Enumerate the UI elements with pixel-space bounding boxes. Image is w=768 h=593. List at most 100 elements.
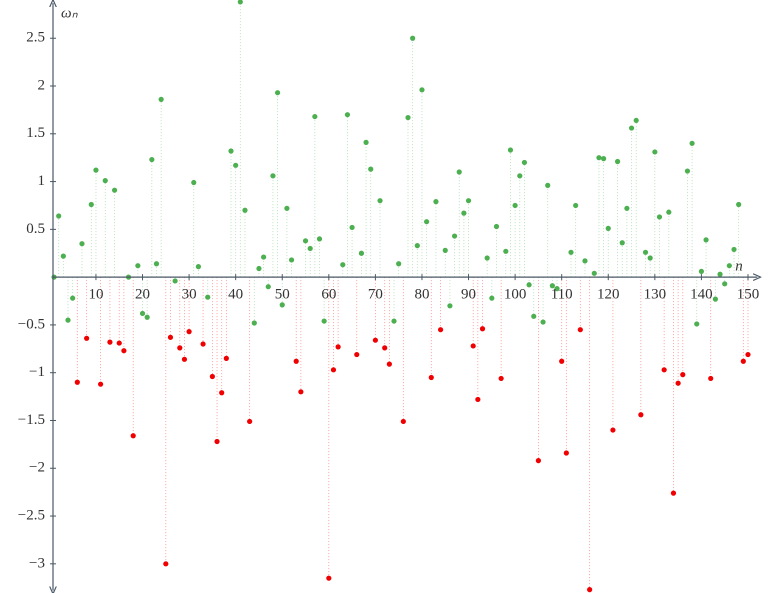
point xyxy=(503,248,509,254)
x-tick-label: 70 xyxy=(368,287,383,303)
point xyxy=(60,253,66,259)
x-tick-label: 60 xyxy=(321,287,336,303)
point xyxy=(279,302,285,308)
y-tick-label: 2.5 xyxy=(26,30,45,46)
point xyxy=(321,318,327,324)
point xyxy=(437,327,444,333)
point xyxy=(293,358,299,364)
point xyxy=(642,249,649,255)
point xyxy=(251,320,257,326)
point xyxy=(591,270,597,276)
point xyxy=(456,169,462,175)
point xyxy=(424,219,430,225)
point xyxy=(601,156,607,162)
x-tick-label: 20 xyxy=(135,287,150,303)
point xyxy=(470,343,476,349)
point xyxy=(98,381,104,387)
point xyxy=(531,313,537,319)
point xyxy=(549,283,555,289)
x-tick-label: 10 xyxy=(88,287,103,303)
point xyxy=(354,351,360,358)
x-tick-label: 140 xyxy=(690,287,713,303)
point xyxy=(139,310,146,317)
point xyxy=(242,207,248,213)
point xyxy=(647,255,653,261)
point xyxy=(153,261,160,267)
point xyxy=(731,246,737,253)
point xyxy=(489,295,495,301)
point xyxy=(587,587,593,593)
point xyxy=(414,243,420,249)
point xyxy=(624,205,630,211)
x-axis-label: n xyxy=(735,259,743,275)
point xyxy=(368,166,374,172)
x-tick-label: 90 xyxy=(461,287,476,303)
point xyxy=(158,96,164,102)
plot-area xyxy=(51,0,751,593)
point xyxy=(545,182,551,188)
point xyxy=(698,268,705,275)
y-tick-label: −2 xyxy=(29,460,45,476)
point xyxy=(726,263,732,269)
point xyxy=(666,209,672,215)
point xyxy=(684,168,691,174)
point xyxy=(177,345,183,351)
point xyxy=(596,155,602,161)
point xyxy=(200,341,206,347)
point xyxy=(442,247,448,253)
point xyxy=(670,490,677,496)
point xyxy=(65,317,71,323)
point xyxy=(605,225,611,231)
point xyxy=(652,149,658,155)
point xyxy=(573,202,579,209)
point xyxy=(433,199,439,205)
y-tick-label: −0.5 xyxy=(18,316,45,332)
point xyxy=(535,458,542,464)
point xyxy=(568,249,574,255)
point xyxy=(628,125,635,131)
y-tick-label: 0.5 xyxy=(26,221,45,237)
point xyxy=(358,250,365,256)
point xyxy=(111,187,118,193)
y-tick-label: 2 xyxy=(38,77,46,93)
point xyxy=(181,356,188,362)
point xyxy=(298,389,304,395)
point xyxy=(577,327,583,333)
point xyxy=(396,261,402,267)
point xyxy=(740,358,746,364)
point xyxy=(717,271,723,277)
point xyxy=(512,202,518,209)
y-axis-label: ωₙ xyxy=(61,5,79,21)
point xyxy=(191,179,197,186)
point xyxy=(107,339,113,345)
point xyxy=(554,286,560,292)
y-tick-label: 1.5 xyxy=(26,125,45,141)
point xyxy=(93,167,99,173)
y-tick-label: −1.5 xyxy=(18,412,45,428)
point xyxy=(461,210,467,216)
x-tick-label: 40 xyxy=(228,287,243,303)
point xyxy=(507,147,514,153)
point xyxy=(167,334,174,340)
point xyxy=(382,345,388,351)
point xyxy=(694,321,700,327)
point xyxy=(312,113,318,120)
point xyxy=(656,214,663,220)
point xyxy=(638,412,644,418)
point xyxy=(330,367,337,373)
point xyxy=(680,372,686,378)
point xyxy=(540,319,546,325)
point xyxy=(428,374,434,381)
point xyxy=(400,418,406,425)
point xyxy=(526,282,532,288)
point xyxy=(521,159,528,166)
point xyxy=(563,450,569,456)
point xyxy=(316,236,323,242)
point xyxy=(149,156,155,163)
point xyxy=(163,561,169,567)
point xyxy=(256,265,262,272)
point xyxy=(284,205,290,211)
point xyxy=(340,262,346,268)
point xyxy=(228,148,234,154)
